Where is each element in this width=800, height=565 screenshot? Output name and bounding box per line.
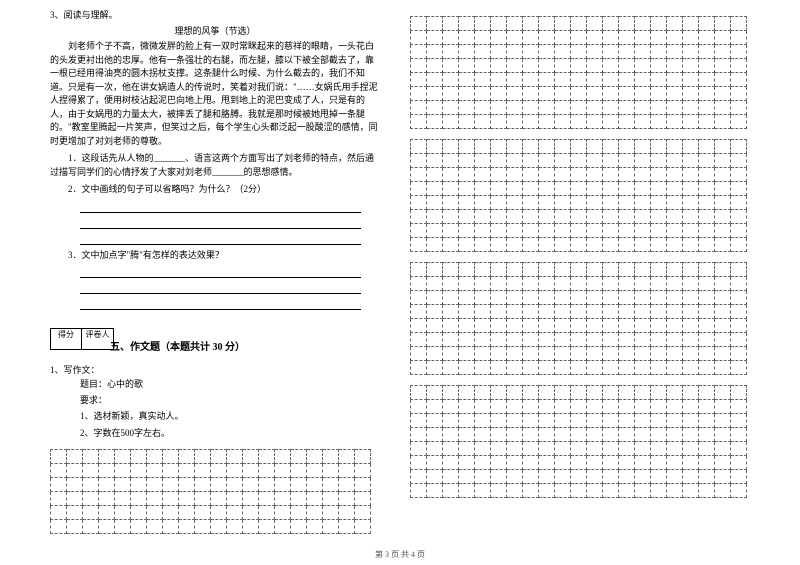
score-label: 得分: [50, 328, 82, 350]
essay-question-number: 1、写作文：: [50, 363, 380, 376]
answer-line: [80, 296, 361, 310]
answer-line: [80, 199, 361, 213]
question-3-number: 3、阅读与理解。: [50, 8, 380, 21]
passage-text: 刘老师个子不高，微微发胖的脸上有一双时常眯起来的慈祥的眼睛，一头花白的头发更衬出…: [50, 40, 380, 148]
writing-grid: [50, 449, 371, 534]
passage-title: 理想的风筝（节选）: [50, 24, 380, 37]
writing-grid: [410, 139, 747, 252]
page-footer: 第 3 页 共 4 页: [0, 549, 800, 560]
writing-grid: [410, 16, 747, 129]
sub-question-1: 1．这段话先从人物的_______、语言这两个方面写出了刘老师的特点，然后通过描…: [50, 152, 380, 179]
essay-requirement-1: 1、选材新颖，真实动人。: [80, 408, 380, 424]
left-column: 3、阅读与理解。 理想的风筝（节选） 刘老师个子不高，微微发胖的脸上有一双时常眯…: [0, 0, 400, 540]
right-column: [400, 0, 800, 540]
writing-grid: [410, 262, 747, 375]
answer-line: [80, 231, 361, 245]
sub-question-2: 2．文中画线的句子可以省略吗？为什么？（2分）: [50, 183, 380, 197]
writing-grid: [410, 385, 747, 498]
essay-requirements-label: 要求：: [80, 392, 380, 408]
answer-line: [80, 280, 361, 294]
essay-requirement-2: 2、字数在500字左右。: [80, 425, 380, 441]
essay-topic: 题目：心中的歌: [80, 376, 380, 392]
answer-line: [80, 215, 361, 229]
sub-question-3: 3．文中加点字"腾"有怎样的表达效果？: [50, 249, 380, 263]
answer-line: [80, 264, 361, 278]
section-5-title: 五、作文题（本题共计 30 分）: [110, 338, 380, 353]
